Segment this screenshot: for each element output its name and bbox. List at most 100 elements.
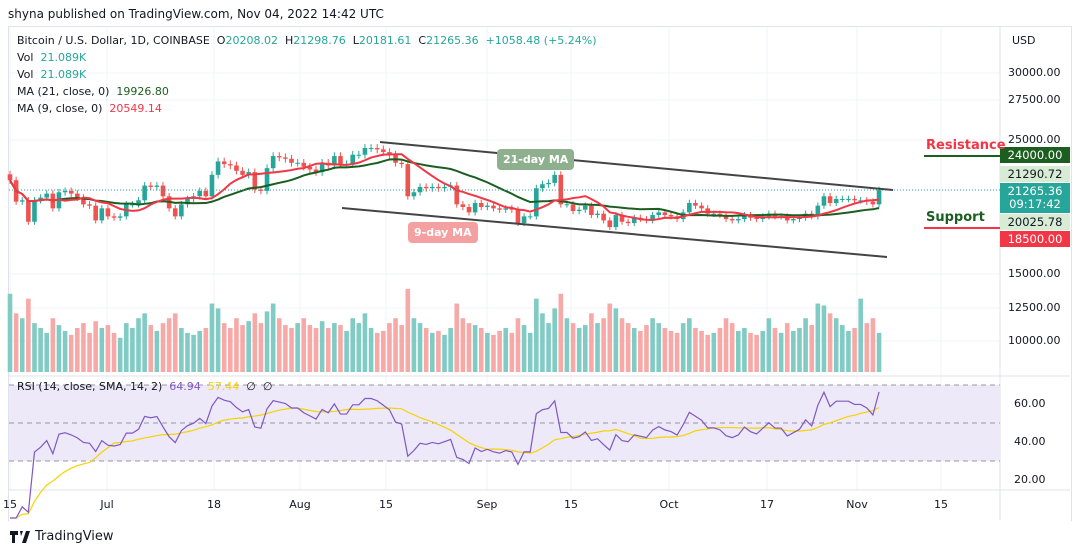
volume-bar <box>429 332 435 372</box>
volume-bar <box>613 308 619 372</box>
candle-body <box>699 205 704 209</box>
candle-body <box>754 217 759 220</box>
candle-body <box>784 216 790 221</box>
candle-body <box>142 185 147 201</box>
candle-body <box>631 217 637 224</box>
candle-body <box>332 156 337 166</box>
volume-bar <box>766 318 772 372</box>
vol-label: Vol <box>17 68 34 81</box>
candle-body <box>821 196 827 206</box>
volume-bar <box>478 328 484 372</box>
volume-bar <box>68 334 74 372</box>
candle-body <box>625 221 631 224</box>
candle-body <box>93 205 98 221</box>
price-tick: 25000.00 <box>1008 133 1061 146</box>
ma9-callout: 9-day MA <box>408 222 478 243</box>
volume-bar <box>558 293 564 372</box>
candle-body <box>570 204 576 212</box>
volume-bar <box>631 328 637 372</box>
volume-bar <box>136 318 141 372</box>
candle-body <box>717 213 723 216</box>
volume-bar <box>687 318 692 372</box>
volume-bar <box>344 330 349 372</box>
volume-bar <box>552 308 557 372</box>
candle-body <box>485 205 490 207</box>
candle-body <box>44 193 50 198</box>
candle-body <box>613 215 619 228</box>
price-tick: 10000.00 <box>1008 334 1061 347</box>
candle-body <box>429 186 435 189</box>
volume-bar <box>240 325 245 372</box>
volume-bar <box>846 330 851 372</box>
candle-body <box>852 198 857 201</box>
candle-body <box>552 174 557 183</box>
candle-body <box>172 208 178 217</box>
volume-bar <box>276 318 282 372</box>
volume-bar <box>576 328 582 372</box>
volume-bar <box>662 328 668 372</box>
volume-bar <box>491 334 496 372</box>
candle-body <box>387 152 392 155</box>
candle-body <box>148 185 154 187</box>
volume-bar <box>130 328 135 372</box>
candle-body <box>454 185 460 205</box>
x-tick: 15 <box>379 498 393 511</box>
candle-body <box>723 215 729 220</box>
volume-bar <box>876 332 882 372</box>
candle-body <box>607 220 613 228</box>
candle-body <box>858 200 863 202</box>
volume-bar <box>325 328 331 372</box>
c-label: C <box>418 34 427 47</box>
ma9-line <box>9 153 880 221</box>
volume-bar <box>99 328 105 372</box>
candle-body <box>491 205 496 209</box>
volume-bar <box>534 298 539 372</box>
publish-line: shyna published on TradingView.com, Nov … <box>8 7 384 21</box>
candle-body <box>136 200 141 205</box>
volume-bar <box>313 328 319 372</box>
x-tick: Nov <box>846 498 868 511</box>
volume-bar <box>509 332 515 372</box>
candle-body <box>833 198 839 203</box>
legend-ma9: MA (9, close, 0) 20549.14 <box>17 102 162 115</box>
candle-body <box>289 158 294 163</box>
candle-body <box>497 208 502 210</box>
volume-bar <box>864 323 870 372</box>
rsi-line <box>10 390 880 519</box>
close-value: 21265.36 <box>426 34 479 47</box>
candle-body <box>436 186 441 189</box>
candle-body <box>215 161 221 175</box>
candle-body <box>246 172 251 175</box>
tradingview-logo[interactable]: TradingView <box>10 529 114 544</box>
candle-body <box>319 162 325 173</box>
volume-bar <box>338 325 343 372</box>
candle-body <box>87 204 92 206</box>
volume-bar <box>332 323 337 372</box>
candle-body <box>75 193 80 198</box>
volume-bar <box>32 323 37 372</box>
candle-body <box>668 215 674 217</box>
candle-body <box>405 164 411 197</box>
candle-body <box>117 216 123 218</box>
volume-bar <box>448 328 453 372</box>
volume-bar <box>209 303 215 372</box>
candle-body <box>111 216 117 218</box>
volume-bar <box>870 318 876 372</box>
candle-body <box>81 197 86 205</box>
candle-body <box>252 172 258 190</box>
volume-bar <box>644 325 649 372</box>
vol-value: 21.089K <box>40 51 87 64</box>
volume-bar <box>840 325 845 372</box>
candle-body <box>356 154 362 156</box>
candle-body <box>595 213 600 216</box>
x-tick: 15 <box>934 498 948 511</box>
volume-bar <box>221 323 227 372</box>
volume-bar <box>729 323 735 372</box>
candle-body <box>650 215 655 221</box>
candle-body <box>460 204 466 207</box>
volume-bar <box>185 332 190 372</box>
candle-body <box>589 205 594 216</box>
rsi-tick: 40.00 <box>1014 435 1046 448</box>
x-tick: Aug <box>289 498 311 511</box>
